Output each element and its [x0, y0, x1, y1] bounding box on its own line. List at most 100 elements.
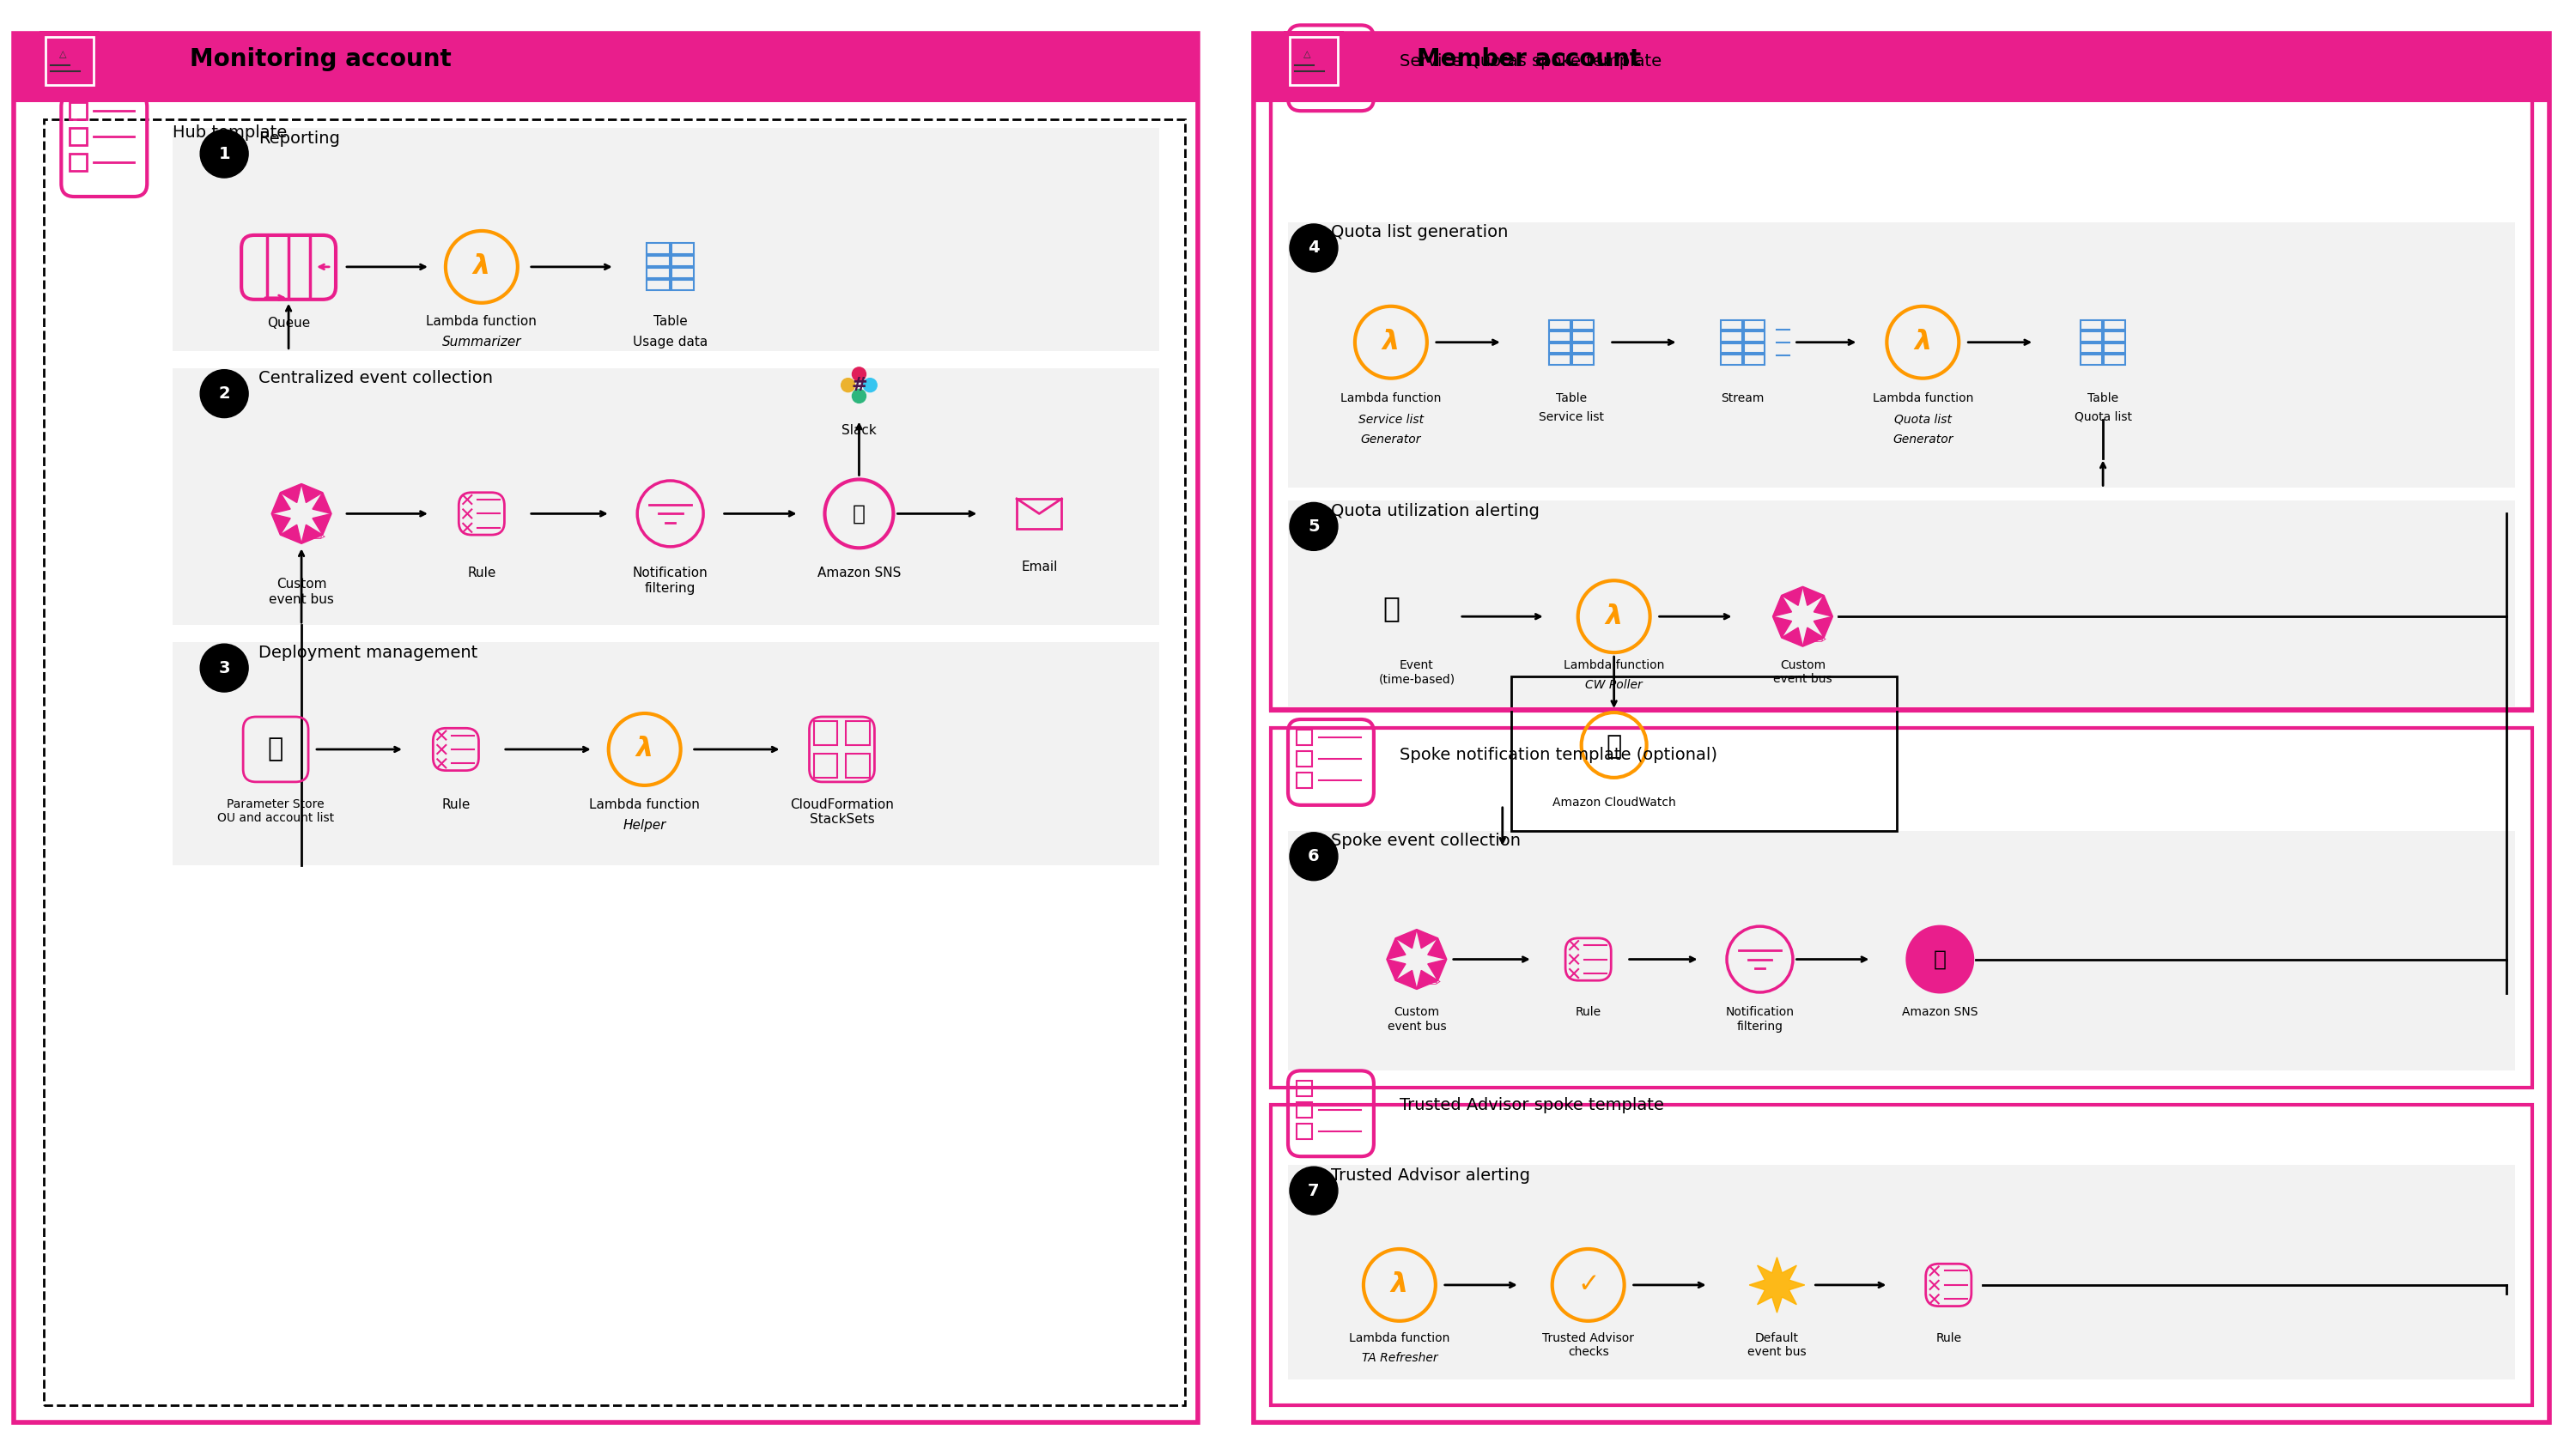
- Text: ✏: ✏: [1427, 975, 1440, 991]
- Bar: [2081, 320, 2102, 330]
- Text: λ: λ: [1383, 329, 1399, 355]
- Text: ✓: ✓: [1577, 1272, 1600, 1297]
- Text: Trusted Advisor alerting: Trusted Advisor alerting: [1332, 1166, 1530, 1184]
- Text: Service list: Service list: [1538, 412, 1605, 423]
- Text: λ: λ: [1914, 329, 1932, 355]
- Text: CloudFormation
StackSets: CloudFormation StackSets: [791, 798, 894, 826]
- Text: Service list: Service list: [1358, 413, 1425, 426]
- Text: Trusted Advisor spoke template: Trusted Advisor spoke template: [1399, 1097, 1664, 1113]
- Text: λ: λ: [474, 254, 489, 280]
- Text: Lambda function: Lambda function: [425, 314, 536, 327]
- Polygon shape: [281, 484, 301, 503]
- Text: Quota list generation: Quota list generation: [1332, 225, 1507, 241]
- Bar: [1744, 355, 1765, 365]
- Text: Event
(time-based): Event (time-based): [1378, 659, 1455, 685]
- Bar: [1255, 33, 2550, 103]
- Bar: [647, 243, 670, 254]
- Polygon shape: [301, 525, 322, 543]
- Bar: [647, 268, 670, 278]
- Polygon shape: [1783, 587, 1803, 606]
- Bar: [1270, 1106, 2532, 1406]
- Bar: [672, 255, 693, 267]
- Text: 2: 2: [219, 385, 229, 401]
- Text: Notification
filtering: Notification filtering: [1726, 1007, 1793, 1032]
- Polygon shape: [1396, 929, 1417, 948]
- Polygon shape: [270, 514, 291, 535]
- Text: Custom
event bus: Custom event bus: [268, 578, 335, 606]
- Polygon shape: [312, 514, 332, 535]
- Circle shape: [1291, 225, 1337, 272]
- Polygon shape: [1814, 596, 1832, 616]
- Text: Rule: Rule: [440, 798, 471, 811]
- Bar: [1270, 727, 2532, 1088]
- Bar: [1744, 320, 1765, 330]
- Text: 📊: 📊: [1383, 594, 1399, 622]
- Bar: [1548, 320, 1571, 330]
- Bar: [1548, 355, 1571, 365]
- Text: Hub template: Hub template: [173, 125, 286, 141]
- Bar: [1296, 1081, 1311, 1097]
- Bar: [1296, 730, 1311, 745]
- Bar: [2105, 343, 2125, 354]
- Bar: [814, 753, 837, 778]
- Text: Lambda function: Lambda function: [590, 798, 701, 811]
- Text: 5: 5: [1309, 519, 1319, 535]
- Bar: [1548, 332, 1571, 342]
- Bar: [2105, 355, 2125, 365]
- Polygon shape: [270, 493, 291, 514]
- Text: λ: λ: [1605, 603, 1623, 630]
- Text: Spoke event collection: Spoke event collection: [1332, 833, 1520, 849]
- Text: Quota list: Quota list: [2074, 412, 2133, 423]
- Polygon shape: [1803, 587, 1824, 606]
- Text: 🔔: 🔔: [1935, 949, 1947, 969]
- Text: Spoke notification template (optional): Spoke notification template (optional): [1399, 748, 1718, 764]
- Text: ✏: ✏: [1814, 633, 1826, 648]
- Bar: [173, 368, 1159, 625]
- Circle shape: [1291, 833, 1337, 881]
- Text: ✏: ✏: [312, 529, 325, 546]
- Polygon shape: [1417, 929, 1437, 948]
- Bar: [1296, 35, 1311, 51]
- Text: Queue: Queue: [268, 316, 309, 329]
- Text: λ: λ: [1391, 1272, 1409, 1298]
- Circle shape: [853, 390, 866, 403]
- Bar: [1296, 78, 1311, 94]
- Bar: [1018, 498, 1061, 529]
- Text: Deployment management: Deployment management: [258, 645, 477, 661]
- Bar: [173, 128, 1159, 351]
- Circle shape: [201, 130, 247, 178]
- Bar: [1283, 32, 1345, 91]
- Bar: [2105, 320, 2125, 330]
- Text: Rule: Rule: [1577, 1007, 1602, 1019]
- Bar: [1721, 343, 1741, 354]
- Text: Notification
filtering: Notification filtering: [634, 567, 708, 594]
- Text: Stream: Stream: [1721, 393, 1765, 404]
- Bar: [1721, 320, 1741, 330]
- Text: Member account: Member account: [1417, 48, 1641, 71]
- Bar: [2081, 332, 2102, 342]
- Bar: [2105, 332, 2125, 342]
- Text: Quota utilization alerting: Quota utilization alerting: [1332, 503, 1540, 519]
- Circle shape: [1906, 924, 1973, 994]
- Bar: [1288, 501, 2514, 707]
- Text: Lambda function: Lambda function: [1350, 1332, 1450, 1345]
- Bar: [814, 722, 837, 745]
- Polygon shape: [1427, 938, 1448, 959]
- Text: 1: 1: [219, 145, 229, 162]
- Text: Generator: Generator: [1893, 433, 1953, 445]
- Text: Custom
event bus: Custom event bus: [1388, 1007, 1445, 1032]
- Text: Table: Table: [2087, 393, 2117, 404]
- Bar: [1721, 355, 1741, 365]
- Bar: [1721, 332, 1741, 342]
- Polygon shape: [281, 525, 301, 543]
- Polygon shape: [1386, 938, 1406, 959]
- Polygon shape: [1772, 596, 1793, 616]
- Bar: [1296, 1124, 1311, 1139]
- Bar: [1270, 42, 2532, 711]
- Text: Slack: Slack: [842, 423, 876, 436]
- Text: TA Refresher: TA Refresher: [1363, 1352, 1437, 1364]
- Bar: [70, 154, 88, 171]
- Text: 🔐: 🔐: [268, 738, 283, 762]
- Text: Amazon CloudWatch: Amazon CloudWatch: [1553, 797, 1677, 809]
- Circle shape: [201, 369, 247, 417]
